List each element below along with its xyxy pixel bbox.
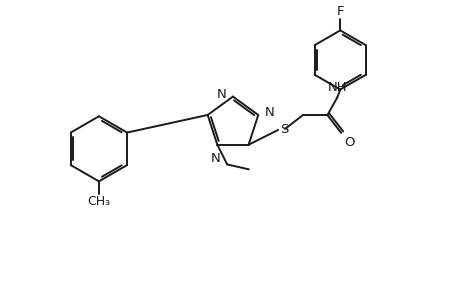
Text: N: N: [264, 106, 274, 119]
Text: O: O: [343, 136, 354, 149]
Text: S: S: [280, 123, 288, 136]
Text: N: N: [216, 88, 225, 101]
Text: N: N: [210, 152, 220, 165]
Text: F: F: [336, 4, 343, 18]
Text: CH₃: CH₃: [87, 195, 110, 208]
Text: NH: NH: [327, 82, 347, 94]
